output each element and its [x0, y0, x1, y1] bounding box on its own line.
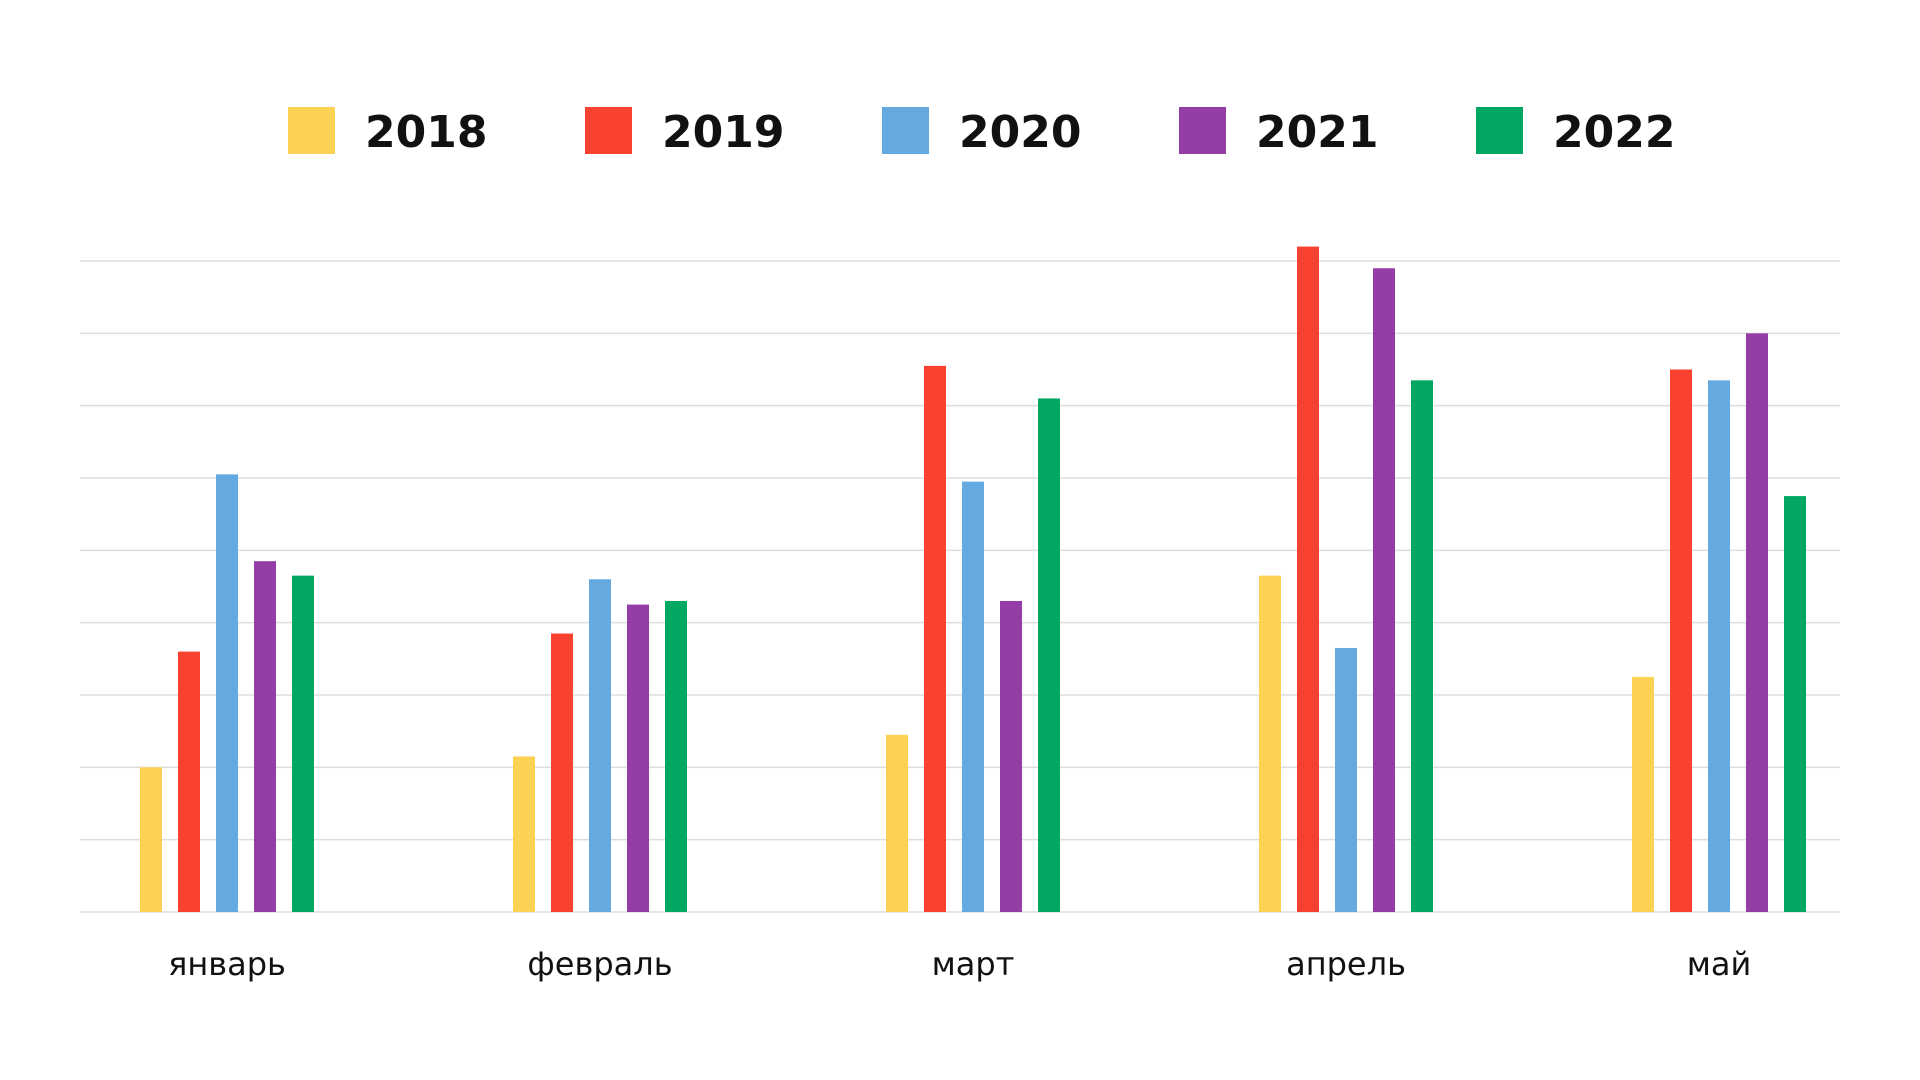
- bar: [1784, 496, 1806, 912]
- bar: [178, 651, 200, 912]
- bar: [140, 767, 162, 912]
- bar: [627, 604, 649, 912]
- bar: [665, 600, 687, 912]
- bar: [1411, 380, 1433, 913]
- legend-swatch: [882, 107, 929, 154]
- legend-label: 2019: [662, 107, 784, 158]
- legend-label: 2022: [1553, 107, 1675, 158]
- bar: [292, 575, 314, 912]
- bar: [551, 633, 573, 912]
- legend-swatch: [585, 107, 632, 154]
- bar: [1632, 676, 1654, 912]
- x-tick-label: март: [932, 945, 1015, 983]
- bar: [1670, 369, 1692, 912]
- bar: [924, 365, 946, 913]
- bar: [1297, 246, 1319, 913]
- legend-swatch: [288, 107, 335, 154]
- bar: [513, 756, 535, 912]
- bar: [1038, 398, 1060, 912]
- grid: [80, 260, 1840, 913]
- bar: [1335, 647, 1357, 912]
- bar: [1708, 380, 1730, 913]
- bar: [589, 579, 611, 912]
- bar: [1373, 268, 1395, 912]
- bar: [1000, 600, 1022, 912]
- bar: [254, 561, 276, 912]
- x-tick-label: февраль: [527, 945, 672, 983]
- legend-label: 2020: [959, 107, 1081, 158]
- x-tick-label: май: [1687, 945, 1752, 983]
- legend-label: 2021: [1256, 107, 1378, 158]
- legend-label: 2018: [365, 107, 487, 158]
- bar: [886, 734, 908, 912]
- x-tick-label: апрель: [1286, 945, 1406, 983]
- bar: [1746, 333, 1768, 912]
- bar: [962, 481, 984, 912]
- legend-swatch: [1179, 107, 1226, 154]
- x-tick-label: январь: [168, 945, 286, 983]
- bars: [140, 246, 1806, 913]
- x-axis-tick-labels: январь февраль март апрель май: [168, 945, 1751, 983]
- bar: [216, 474, 238, 912]
- bar: [1259, 575, 1281, 912]
- legend-swatch: [1476, 107, 1523, 154]
- legend: 2018 2019 2020 2021 2022: [288, 107, 1675, 158]
